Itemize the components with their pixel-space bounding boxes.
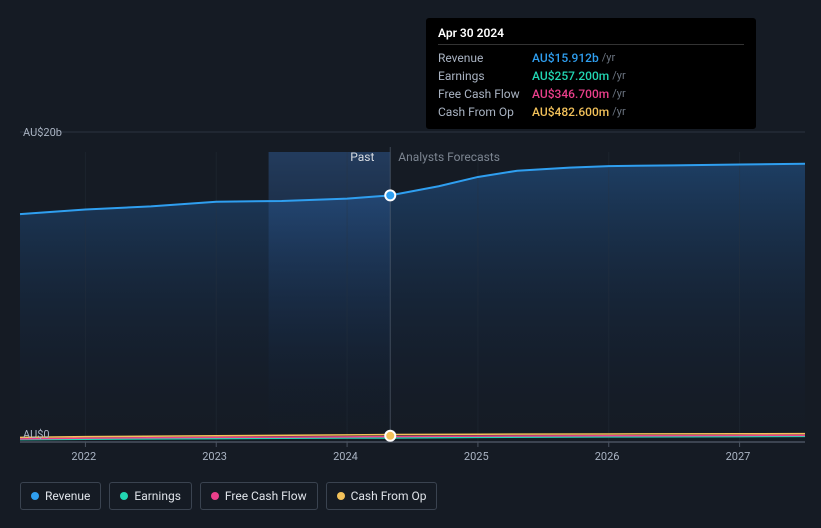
- tooltip-date: Apr 30 2024: [438, 26, 744, 40]
- tooltip-row-value: AU$482.600m: [532, 103, 609, 121]
- legend-item-label: Revenue: [45, 489, 90, 503]
- y-axis-max-label: AU$20b: [23, 126, 62, 139]
- forecast-section-label: Analysts Forecasts: [398, 150, 500, 164]
- x-tick-label: 2024: [333, 450, 358, 463]
- legend-item-revenue[interactable]: Revenue: [20, 482, 101, 510]
- tooltip-row: EarningsAU$257.200m/yr: [438, 67, 744, 85]
- legend-item-label: Cash From Op: [351, 489, 427, 503]
- chart-tooltip: Apr 30 2024 RevenueAU$15.912b/yrEarnings…: [426, 18, 756, 129]
- legend-item-fcf[interactable]: Free Cash Flow: [200, 482, 318, 510]
- tooltip-row-label: Revenue: [438, 49, 532, 67]
- tooltip-row-label: Cash From Op: [438, 103, 532, 121]
- legend-dot-icon: [31, 492, 39, 500]
- legend-item-earnings[interactable]: Earnings: [109, 482, 192, 510]
- tooltip-row-unit: /yr: [612, 85, 625, 103]
- tooltip-row: RevenueAU$15.912b/yr: [438, 49, 744, 67]
- legend-item-label: Free Cash Flow: [225, 489, 307, 503]
- x-tick-label: 2025: [464, 450, 489, 463]
- tooltip-row-unit: /yr: [602, 49, 615, 67]
- tooltip-row-unit: /yr: [612, 103, 625, 121]
- chart-legend: Revenue Earnings Free Cash Flow Cash From O…: [20, 482, 437, 510]
- financial-forecast-chart: AU$20b AU$0 Past Analysts Forecasts 2022…: [0, 0, 821, 524]
- legend-dot-icon: [120, 492, 128, 500]
- legend-item-label: Earnings: [134, 489, 181, 503]
- recent-past-band: [269, 152, 391, 442]
- tooltip-row-value: AU$15.912b: [532, 49, 599, 67]
- tooltip-row-label: Free Cash Flow: [438, 85, 532, 103]
- cash-marker: [385, 431, 395, 441]
- x-tick-label: 2026: [595, 450, 620, 463]
- legend-dot-icon: [211, 492, 219, 500]
- tooltip-row-value: AU$257.200m: [532, 67, 609, 85]
- tooltip-row: Cash From OpAU$482.600m/yr: [438, 103, 744, 121]
- tooltip-row: Free Cash FlowAU$346.700m/yr: [438, 85, 744, 103]
- tooltip-divider: [438, 44, 744, 45]
- x-tick-label: 2023: [202, 450, 227, 463]
- tooltip-row-value: AU$346.700m: [532, 85, 609, 103]
- x-tick-label: 2027: [726, 450, 751, 463]
- legend-item-cfo[interactable]: Cash From Op: [326, 482, 438, 510]
- legend-dot-icon: [337, 492, 345, 500]
- past-section-label: Past: [350, 150, 374, 164]
- revenue-marker: [385, 190, 395, 200]
- tooltip-row-label: Earnings: [438, 67, 532, 85]
- x-tick-label: 2022: [71, 450, 96, 463]
- y-axis-min-label: AU$0: [23, 428, 50, 441]
- revenue-area: [20, 164, 805, 442]
- tooltip-row-unit: /yr: [612, 67, 625, 85]
